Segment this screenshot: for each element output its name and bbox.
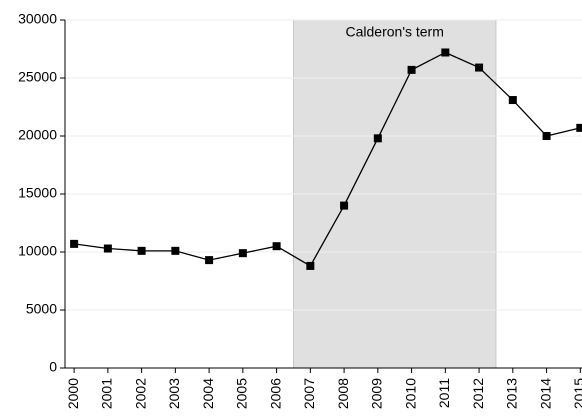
x-tick-label: 2002 (132, 378, 148, 409)
x-tick-label: 2009 (369, 378, 385, 409)
x-tick-label: 2005 (234, 378, 250, 409)
x-tick-label: 2006 (267, 378, 283, 409)
x-tick-label: 2008 (335, 378, 351, 409)
x-tick-label: 2007 (301, 378, 317, 409)
x-tick-label: 2012 (470, 378, 486, 409)
y-tick-label: 25000 (18, 69, 57, 85)
marker (272, 242, 281, 251)
marker (171, 246, 180, 255)
x-tick-label: 2015 (571, 378, 582, 409)
y-tick-label: 20000 (18, 127, 57, 143)
marker (576, 123, 582, 132)
marker (238, 249, 247, 258)
marker (306, 261, 315, 270)
y-tick-label: 0 (49, 359, 57, 375)
marker (407, 65, 416, 74)
marker (542, 132, 551, 140)
y-tick-label: 10000 (18, 243, 57, 259)
x-tick-label: 2013 (504, 378, 520, 409)
y-tick-label: 30000 (18, 11, 57, 27)
x-tick-label: 2014 (537, 378, 553, 409)
x-tick-label: 2001 (99, 378, 115, 409)
x-tick-label: 2010 (402, 378, 418, 409)
marker (508, 96, 517, 105)
y-tick-label: 5000 (26, 301, 57, 317)
marker (441, 48, 450, 57)
x-tick-label: 2011 (436, 378, 452, 408)
marker (103, 244, 112, 253)
marker (137, 246, 146, 255)
marker (475, 63, 484, 72)
region-label: Calderon's term (346, 24, 444, 40)
x-tick-label: 2004 (200, 378, 216, 409)
line (74, 51, 581, 267)
y-tick-label: 15000 (18, 185, 57, 201)
marker (205, 256, 214, 265)
x-tick-label: 2003 (166, 378, 182, 409)
marker (373, 134, 382, 143)
marker (340, 201, 349, 210)
marker (70, 239, 79, 248)
x-tick-label: 2000 (65, 378, 81, 409)
